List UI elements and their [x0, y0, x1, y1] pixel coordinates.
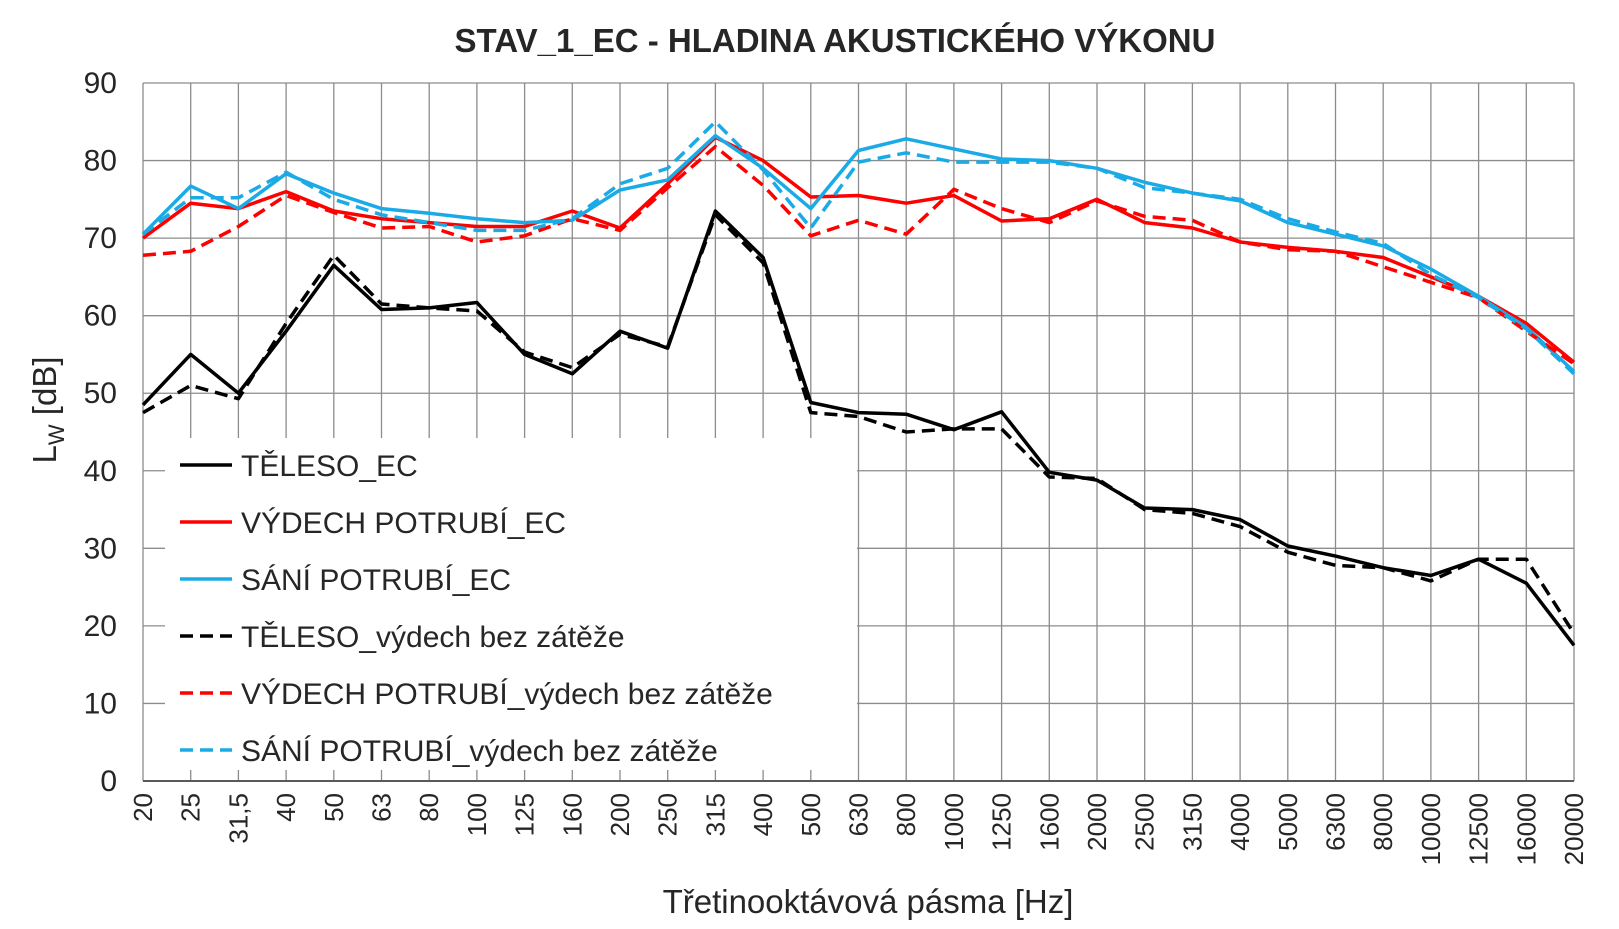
x-tick-label: 6300 — [1321, 793, 1351, 851]
y-tick-label: 90 — [84, 67, 117, 100]
legend-label: TĚLESO_EC — [241, 450, 418, 483]
legend-label: VÝDECH POTRUBÍ_EC — [241, 507, 566, 540]
legend: TĚLESO_EC VÝDECH POTRUBÍ_EC SÁNÍ POTRUBÍ_E… — [165, 438, 857, 770]
series-line — [142, 144, 1575, 366]
legend-label: VÝDECH POTRUBÍ_výdech bez zátěže — [241, 678, 773, 711]
y-tick-label: 60 — [84, 300, 117, 333]
x-tick-label: 2000 — [1082, 793, 1112, 851]
y-axis-label-unit: [dB] — [26, 357, 63, 425]
x-tick-label: 8000 — [1368, 793, 1398, 851]
x-tick-label: 1000 — [939, 793, 969, 851]
y-axis-label-sub: W — [44, 424, 69, 445]
series-line — [141, 133, 1576, 373]
x-tick-label: 1600 — [1034, 793, 1064, 851]
x-tick-label: 5000 — [1273, 793, 1303, 851]
legend-background — [165, 438, 857, 770]
x-tick-label: 20000 — [1559, 793, 1589, 865]
x-tick-label: 31,5 — [223, 793, 253, 844]
y-tick-label: 0 — [100, 765, 117, 798]
x-tick-label: 4000 — [1225, 793, 1255, 851]
y-tick-label: 80 — [84, 145, 117, 178]
y-axis-label: LW [dB] — [26, 357, 69, 464]
x-tick-label: 20 — [128, 793, 158, 822]
x-tick-label: 50 — [319, 793, 349, 822]
y-tick-label: 20 — [84, 610, 117, 643]
x-tick-label: 16000 — [1511, 793, 1541, 865]
y-tick-label: 30 — [84, 532, 117, 565]
x-tick-labels: 20 25 31,5 40 50 63 80 100 125 160 200 250 315 400 500… — [128, 793, 1589, 865]
y-tick-label: 50 — [84, 377, 117, 410]
x-tick-label: 80 — [414, 793, 444, 822]
x-tick-label: 12500 — [1464, 793, 1494, 865]
x-tick-label: 40 — [271, 793, 301, 822]
legend-label: SÁNÍ POTRUBÍ_výdech bez zátěže — [241, 735, 718, 768]
y-tick-labels: 0 10 20 30 40 50 60 70 80 90 — [84, 67, 117, 798]
x-tick-label: 1250 — [987, 793, 1017, 851]
x-axis-label: Třetinooktávová pásma [Hz] — [663, 883, 1074, 920]
legend-label: TĚLESO_výdech bez zátěže — [241, 621, 625, 654]
x-tick-label: 160 — [557, 793, 587, 836]
series-line — [142, 213, 1576, 635]
legend-label: SÁNÍ POTRUBÍ_EC — [241, 564, 511, 597]
y-axis-label-main: L — [26, 445, 63, 463]
x-tick-label: 400 — [748, 793, 778, 836]
x-tick-label: 25 — [176, 793, 206, 822]
series-line — [141, 120, 1576, 376]
x-tick-label: 250 — [653, 793, 683, 836]
x-tick-label: 100 — [462, 793, 492, 836]
x-tick-label: 500 — [796, 793, 826, 836]
y-tick-label: 40 — [84, 455, 117, 488]
x-tick-label: 63 — [367, 793, 397, 822]
y-tick-label: 10 — [84, 687, 117, 720]
y-tick-label: 70 — [84, 222, 117, 255]
series-layer — [141, 120, 1576, 647]
chart-title: STAV_1_EC - HLADINA AKUSTICKÉHO VÝKONU — [455, 22, 1216, 59]
x-tick-label: 630 — [844, 793, 874, 836]
x-tick-label: 315 — [700, 793, 730, 836]
x-tick-label: 2500 — [1130, 793, 1160, 851]
x-tick-label: 200 — [605, 793, 635, 836]
x-tick-label: 10000 — [1416, 793, 1446, 865]
x-tick-label: 800 — [891, 793, 921, 836]
x-tick-label: 125 — [510, 793, 540, 836]
series-line — [141, 209, 1576, 647]
x-tick-label: 3150 — [1177, 793, 1207, 851]
